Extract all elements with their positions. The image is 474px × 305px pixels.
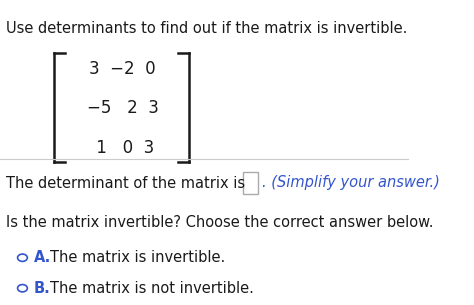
FancyBboxPatch shape xyxy=(243,171,258,195)
Text: The matrix is not invertible.: The matrix is not invertible. xyxy=(50,281,254,296)
Text: −5   2  3: −5 2 3 xyxy=(87,99,158,117)
Text: Use determinants to find out if the matrix is invertible.: Use determinants to find out if the matr… xyxy=(6,21,408,36)
Text: B.: B. xyxy=(34,281,51,296)
Text: . (Simplify your answer.): . (Simplify your answer.) xyxy=(262,175,439,191)
Text: 1   0  3: 1 0 3 xyxy=(91,139,154,157)
Text: The determinant of the matrix is: The determinant of the matrix is xyxy=(6,175,245,191)
Text: 3  −2  0: 3 −2 0 xyxy=(89,59,156,78)
Text: Is the matrix invertible? Choose the correct answer below.: Is the matrix invertible? Choose the cor… xyxy=(6,215,434,230)
Text: A.: A. xyxy=(34,250,51,265)
Text: The matrix is invertible.: The matrix is invertible. xyxy=(50,250,226,265)
